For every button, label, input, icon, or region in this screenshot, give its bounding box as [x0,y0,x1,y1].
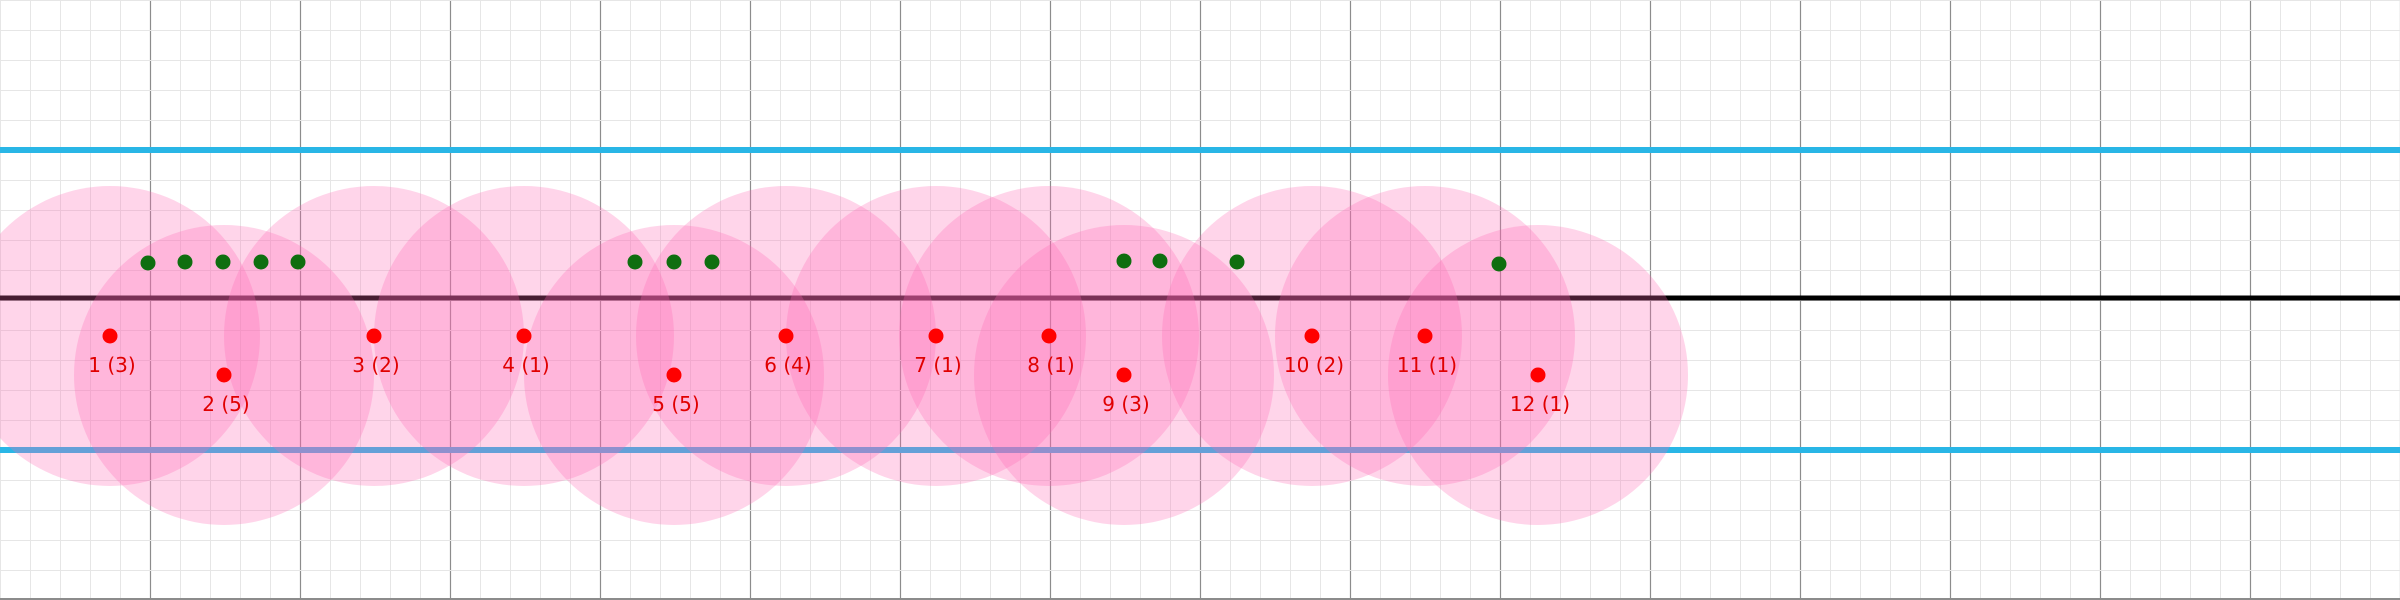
green-point [177,254,193,270]
green-point [704,254,720,270]
green-point [290,254,306,270]
red-point [1116,367,1132,383]
green-point [666,254,682,270]
red-point [1041,328,1057,344]
green-point [140,255,156,271]
red-point [666,367,682,383]
point-labels: 1 (3) 2 (5) 3 (2) 4 (1) 5 (5) 6 (4) 7 (1) 8 (1)… [88,353,1570,416]
point-label: 8 (1) [1027,353,1074,377]
green-point [1491,256,1507,272]
green-points [140,253,1507,272]
point-label: 11 (1) [1397,353,1457,377]
red-point [928,328,944,344]
red-points [102,328,1546,383]
point-label: 3 (2) [352,353,399,377]
bands [0,147,2400,453]
red-point [216,367,232,383]
point-label: 1 (3) [88,353,135,377]
point-label: 6 (4) [764,353,811,377]
point-label: 9 (3) [1102,392,1149,416]
green-point [627,254,643,270]
red-point [778,328,794,344]
point-label: 2 (5) [202,392,249,416]
point-label: 5 (5) [652,392,699,416]
red-point [1304,328,1320,344]
red-point [1530,367,1546,383]
red-point [102,328,118,344]
green-point [1152,253,1168,269]
green-point [253,254,269,270]
point-label: 4 (1) [502,353,549,377]
red-point [1417,328,1433,344]
green-point [1116,253,1132,269]
green-point [215,254,231,270]
point-label: 12 (1) [1510,392,1570,416]
point-label: 7 (1) [914,353,961,377]
red-point [516,328,532,344]
green-point [1229,254,1245,270]
red-point [366,328,382,344]
point-label: 10 (2) [1284,353,1344,377]
coverage-circle [0,186,260,486]
